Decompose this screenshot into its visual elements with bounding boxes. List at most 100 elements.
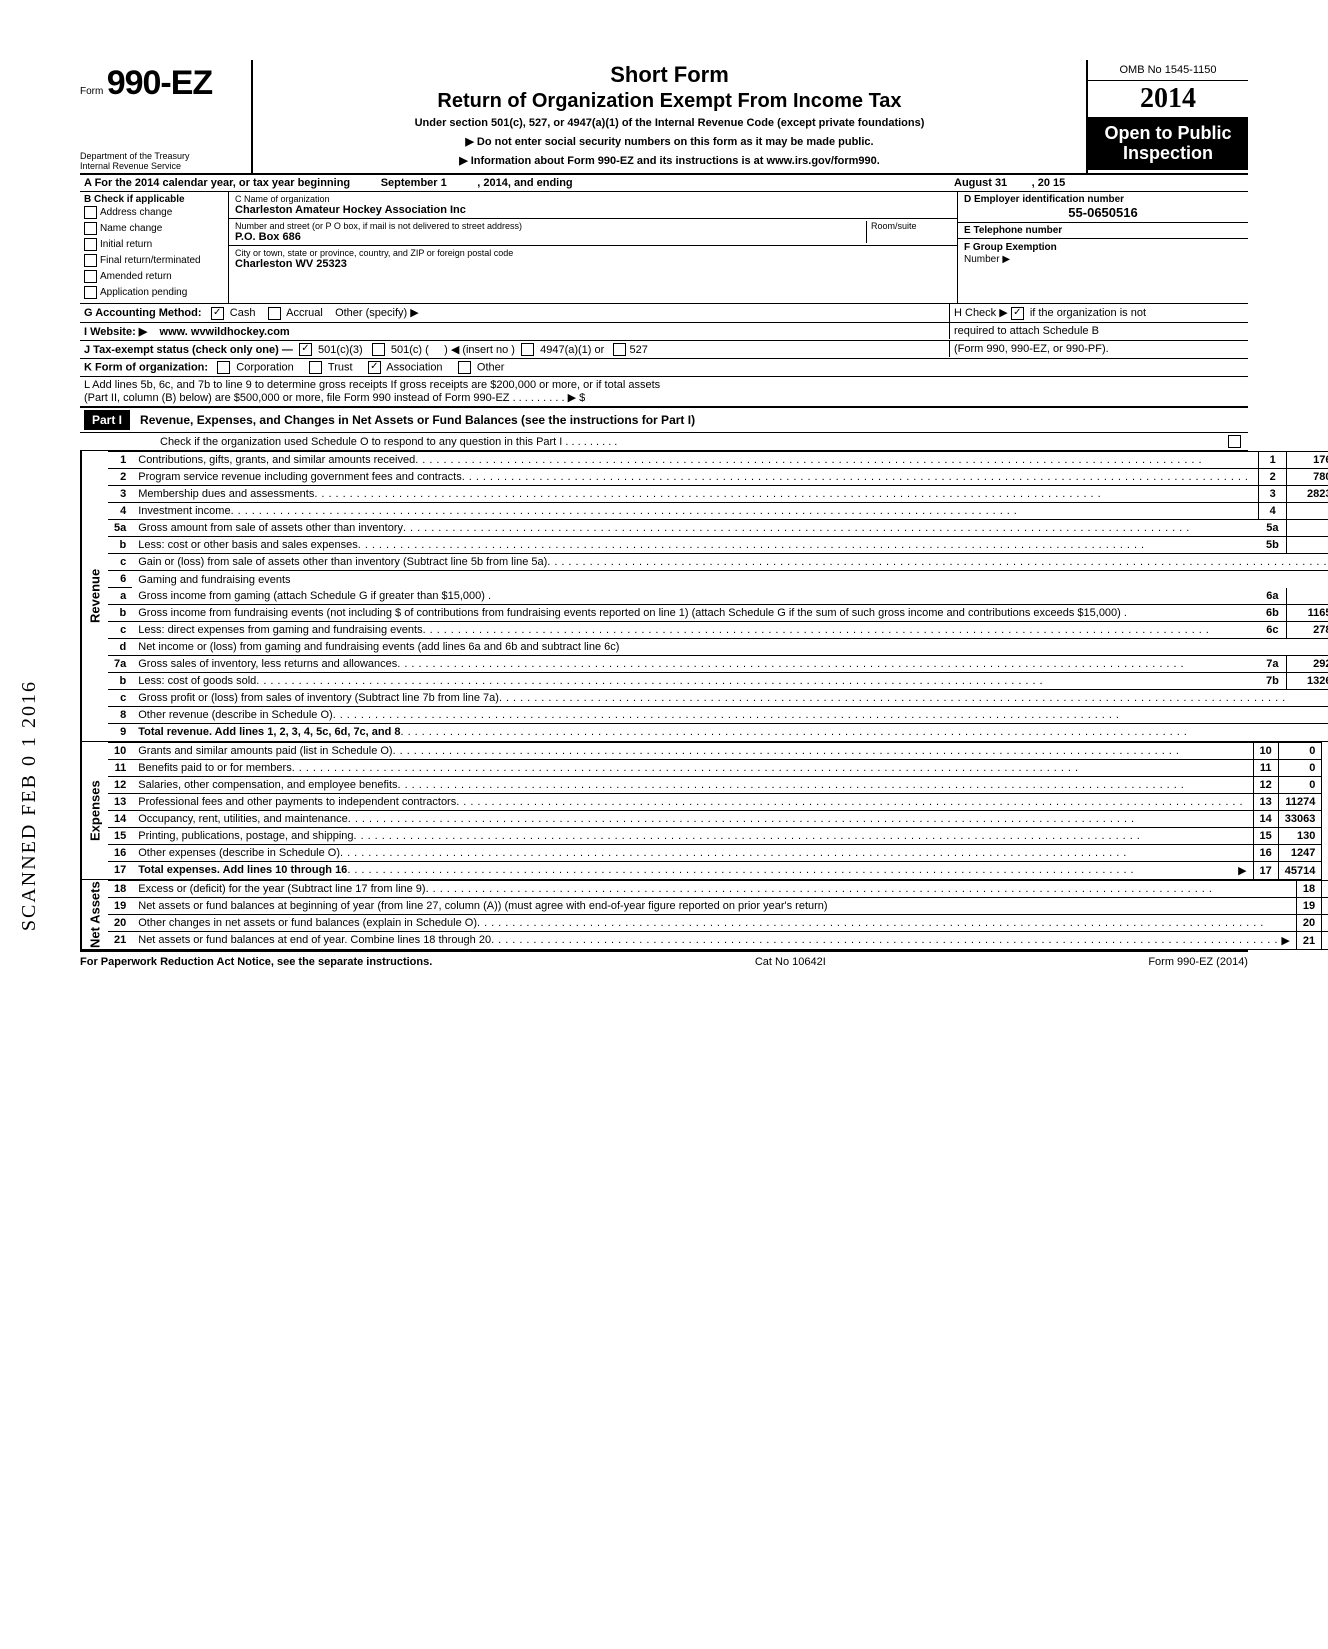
city-label: City or town, state or province, country…	[235, 248, 951, 258]
line-12-num: 12	[108, 777, 132, 794]
line-11-box: 11	[1253, 760, 1278, 777]
line-10-amt: 0	[1278, 743, 1322, 760]
line-5c-num: c	[108, 554, 132, 571]
line-3-amt: 28233	[1287, 486, 1328, 503]
line-16-num: 16	[108, 845, 132, 862]
check-cash[interactable]: ✓	[211, 307, 224, 320]
page-footer: For Paperwork Reduction Act Notice, see …	[80, 952, 1248, 968]
line-2-num: 2	[108, 469, 132, 486]
line-15-amt: 130	[1278, 828, 1322, 845]
row-k: K Form of organization: Corporation Trus…	[80, 359, 1248, 377]
check-initial-return[interactable]	[84, 238, 97, 251]
line-14-amt: 33063	[1278, 811, 1322, 828]
check-corporation[interactable]	[217, 361, 230, 374]
cash-label: Cash	[230, 307, 256, 319]
other-specify-label: Other (specify) ▶	[335, 307, 419, 319]
line-10-num: 10	[108, 743, 132, 760]
line-6b-mamt: 11652	[1287, 605, 1328, 622]
line-2-box: 2	[1259, 469, 1287, 486]
line-4-box: 4	[1259, 503, 1287, 520]
line-12-amt: 0	[1278, 777, 1322, 794]
line-7b-mamt: 13268	[1287, 673, 1328, 690]
line-15-desc: Printing, publications, postage, and shi…	[138, 830, 353, 842]
label-501c3: 501(c)(3)	[318, 344, 363, 356]
line-7a-desc: Gross sales of inventory, less returns a…	[138, 658, 397, 670]
row-l-line2: (Part II, column (B) below) are $500,000…	[84, 391, 1244, 404]
line-6c-desc: Less: direct expenses from gaming and fu…	[138, 624, 422, 636]
row-a-end2: , 20 15	[1032, 177, 1066, 189]
check-501c3[interactable]: ✓	[299, 343, 312, 356]
under-section: Under section 501(c), 527, or 4947(a)(1)…	[261, 117, 1078, 129]
net-assets-section: Net Assets 18Excess or (deficit) for the…	[80, 880, 1248, 952]
line-2-desc: Program service revenue including govern…	[138, 471, 461, 483]
check-accrual[interactable]	[268, 307, 281, 320]
line-20-desc: Other changes in net assets or fund bala…	[138, 917, 477, 929]
line-8-num: 8	[108, 707, 132, 724]
row-j: J Tax-exempt status (check only one) — ✓…	[80, 341, 1248, 360]
line-8-desc: Other revenue (describe in Schedule O)	[138, 709, 332, 721]
line-13-desc: Professional fees and other payments to …	[138, 796, 456, 808]
line-10-box: 10	[1253, 743, 1278, 760]
line-6c-mamt: 2782	[1287, 622, 1328, 639]
line-11-amt: 0	[1278, 760, 1322, 777]
check-final-return[interactable]	[84, 254, 97, 267]
h-check-text1: H Check ▶	[954, 307, 1011, 319]
line-17-num: 17	[108, 862, 132, 880]
check-name-change[interactable]	[84, 222, 97, 235]
line-5b-mamt	[1287, 537, 1328, 554]
check-schedule-o-part1[interactable]	[1228, 435, 1241, 448]
label-corporation: Corporation	[236, 362, 293, 374]
omb-number: OMB No 1545-1150	[1088, 60, 1248, 81]
label-527: 527	[629, 344, 647, 356]
part-1-check-row: Check if the organization used Schedule …	[80, 433, 1248, 451]
check-trust[interactable]	[309, 361, 322, 374]
line-1-box: 1	[1259, 452, 1287, 469]
check-pending-label: Application pending	[100, 287, 187, 298]
line-11-num: 11	[108, 760, 132, 777]
check-527[interactable]	[613, 343, 626, 356]
h-check-text2: if the organization is not	[1027, 307, 1146, 319]
block-bcdef: B Check if applicable Address change Nam…	[80, 192, 1248, 304]
check-name-label: Name change	[100, 223, 162, 234]
row-l: L Add lines 5b, 6c, and 7b to line 9 to …	[80, 377, 1248, 408]
check-501c[interactable]	[372, 343, 385, 356]
line-2-amt: 7802	[1287, 469, 1328, 486]
line-14-desc: Occupancy, rent, utilities, and maintena…	[138, 813, 348, 825]
line-5a-num: 5a	[108, 520, 132, 537]
check-address-change[interactable]	[84, 206, 97, 219]
line-11-desc: Benefits paid to or for members	[138, 762, 291, 774]
line-19-num: 19	[108, 898, 132, 915]
line-16-box: 16	[1253, 845, 1278, 862]
line-6a-mamt	[1287, 588, 1328, 605]
website-label: I Website: ▶	[84, 326, 147, 338]
side-label-net-assets: Net Assets	[80, 880, 108, 950]
row-a: A For the 2014 calendar year, or tax yea…	[80, 175, 1248, 192]
phone-label: E Telephone number	[964, 225, 1242, 236]
h-text4: (Form 990, 990-EZ, or 990-PF).	[954, 343, 1109, 355]
line-7c-desc: Gross profit or (loss) from sales of inv…	[138, 692, 499, 704]
footer-cat-no: Cat No 10642I	[755, 956, 826, 968]
room-label: Room/suite	[871, 221, 951, 231]
row-i: I Website: ▶ www. wvwildhockey.com requi…	[80, 323, 1248, 341]
line-4-num: 4	[108, 503, 132, 520]
check-schedule-b[interactable]: ✓	[1011, 307, 1024, 320]
line-6-num: 6	[108, 571, 132, 588]
line-5a-mbox: 5a	[1259, 520, 1287, 537]
line-18-desc: Excess or (deficit) for the year (Subtra…	[138, 883, 425, 895]
line-6d-num: d	[108, 639, 132, 656]
check-amended[interactable]	[84, 270, 97, 283]
line-20-num: 20	[108, 915, 132, 932]
check-4947[interactable]	[521, 343, 534, 356]
line-3-box: 3	[1259, 486, 1287, 503]
info-link: ▶ Information about Form 990-EZ and its …	[261, 154, 1078, 167]
line-18-amt: (9397)	[1322, 881, 1328, 898]
check-other-org[interactable]	[458, 361, 471, 374]
line-12-desc: Salaries, other compensation, and employ…	[138, 779, 397, 791]
line-14-box: 14	[1253, 811, 1278, 828]
line-5c-desc: Gain or (loss) from sale of assets other…	[138, 556, 547, 568]
part-1-check-text: Check if the organization used Schedule …	[160, 436, 1228, 448]
check-pending[interactable]	[84, 286, 97, 299]
line-3-num: 3	[108, 486, 132, 503]
line-1-num: 1	[108, 452, 132, 469]
check-association[interactable]: ✓	[368, 361, 381, 374]
